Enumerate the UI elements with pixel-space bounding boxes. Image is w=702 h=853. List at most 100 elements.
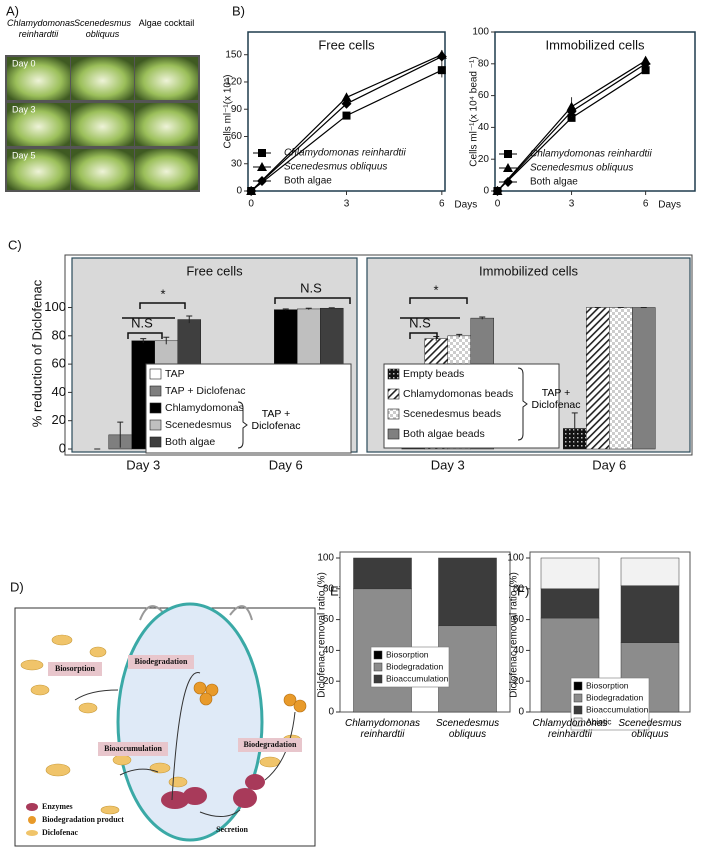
legend-box [145, 363, 352, 454]
photo [135, 57, 198, 100]
y-tick-label: 20 [513, 676, 525, 687]
legend-box [383, 363, 560, 449]
y-axis-label: Diclofenac removal ratio (%) [317, 572, 328, 698]
photo [135, 149, 198, 190]
bar-segment [540, 588, 600, 619]
legend-swatch [573, 693, 583, 703]
legend-box [570, 677, 650, 731]
legend-label: Both algae beads [403, 428, 485, 440]
x-tick-label: 0 [248, 199, 254, 210]
column-header: Scenedesmus obliquus [73, 18, 132, 39]
column-header: Algae cocktail [138, 18, 195, 28]
y-tick-label: 80 [323, 583, 335, 594]
legend-label: Both algae [284, 176, 332, 187]
legend-brace [517, 367, 528, 441]
y-tick-label: 60 [478, 90, 490, 101]
legend-label: Bioaccumulation [386, 673, 449, 683]
legend-label: Biodegradation [586, 692, 643, 702]
legend-swatch [149, 402, 162, 414]
y-tick-label: 20 [478, 154, 490, 165]
photo-grid: Day 0 Day 3 Day 5 [5, 55, 200, 192]
process-label: Biodegradation [135, 657, 188, 666]
chart: Immobilized cells Day 3 Day 6 Empty beads Ch… [366, 257, 691, 472]
legend-label: Scenedesmus [165, 419, 232, 431]
panel-label: D) [10, 579, 24, 594]
legend-label: TAP [165, 368, 185, 380]
y-tick-label: 40 [323, 645, 335, 656]
process-label: Biodegradation [244, 740, 297, 749]
legend-label: Biodegradation [386, 661, 443, 671]
legend-label: Empty beads [403, 368, 464, 380]
photo [71, 57, 134, 100]
legend-swatch [573, 717, 583, 727]
y-tick-label: 40 [52, 384, 66, 399]
y-tick-label: 60 [52, 356, 66, 371]
y-tick-label: 20 [52, 412, 66, 427]
annotation: * [160, 286, 165, 301]
y-tick-label: 80 [478, 58, 490, 69]
photo [135, 103, 198, 146]
chart: 0 20 40 60 80 100 Diclofenac removal ratio (%)… [317, 551, 511, 718]
annotation: N.S [131, 315, 153, 330]
legend-label: Chlamydomonas reinhardtii [284, 148, 407, 159]
legend-swatch [149, 385, 162, 397]
y-axis-label: % reduction of Diclofenac [29, 279, 44, 427]
x-tick-label: Day 6 [269, 457, 303, 472]
legend-label: Bioaccumulation [586, 704, 649, 714]
y-tick-label: 0 [483, 186, 489, 197]
chart: 0 20 40 60 80 100 Diclofenac removal ratio (%)… [507, 551, 691, 731]
legend-box [370, 646, 450, 688]
legend-label: Both algae [530, 177, 578, 188]
plot-frame [494, 31, 696, 192]
photo-row [7, 57, 198, 190]
enzymes [161, 774, 265, 809]
legend-swatch [573, 681, 583, 691]
y-tick-label: 0 [518, 707, 524, 718]
y-axis-label: Diclofenac removal ratio (%) [509, 572, 520, 698]
legend-brace [237, 401, 248, 449]
y-tick-label: 0 [328, 707, 334, 718]
y-tick-label: 30 [231, 158, 243, 169]
bar [586, 307, 610, 450]
y-tick-label: 60 [513, 614, 525, 625]
row-label: Day 3 [12, 104, 36, 114]
annotation: * [433, 282, 438, 297]
legend-label: Chlamydomonas beads [403, 388, 513, 400]
marker [640, 58, 651, 69]
significance-bracket [409, 332, 438, 339]
y-tick-label: 40 [478, 122, 490, 133]
label-bg [98, 742, 168, 756]
significance-bracket [409, 297, 468, 304]
photo [7, 103, 70, 146]
bar-segment [353, 557, 412, 590]
label-bg [238, 738, 302, 752]
x-tick-label: 0 [495, 199, 501, 210]
legend-swatch [149, 368, 162, 380]
x-tick-label: 6 [643, 199, 649, 210]
y-tick-label: 80 [513, 583, 525, 594]
x-tick-label: 3 [344, 199, 350, 210]
legend-swatch [373, 674, 383, 684]
label-bg [48, 662, 102, 676]
legend-swatch [149, 436, 162, 448]
chart-title: Immobilized cells [479, 263, 578, 278]
legend-swatch [573, 705, 583, 715]
legend-label: Biosorption [586, 680, 629, 690]
significance-bracket [139, 302, 186, 309]
x-tick-label: Scenedesmus obliquus [435, 718, 500, 740]
panel-label: B) [232, 3, 245, 18]
y-tick-label: 40 [513, 645, 525, 656]
x-tick-label: Day 6 [592, 457, 626, 472]
legend-label: Scenedesmus obliquus [284, 162, 387, 173]
marker [342, 111, 351, 120]
panel-label: C) [8, 237, 22, 252]
bar [632, 307, 656, 450]
x-tick-label: Day 3 [126, 457, 160, 472]
legend-swatch [387, 428, 400, 440]
legend-label: Scenedesmus obliquus [530, 163, 633, 174]
products [193, 681, 307, 713]
y-axis-label: Cells ml⁻¹(x 10⁴ bead ⁻¹) [469, 56, 480, 166]
legend-swatch [373, 650, 383, 660]
